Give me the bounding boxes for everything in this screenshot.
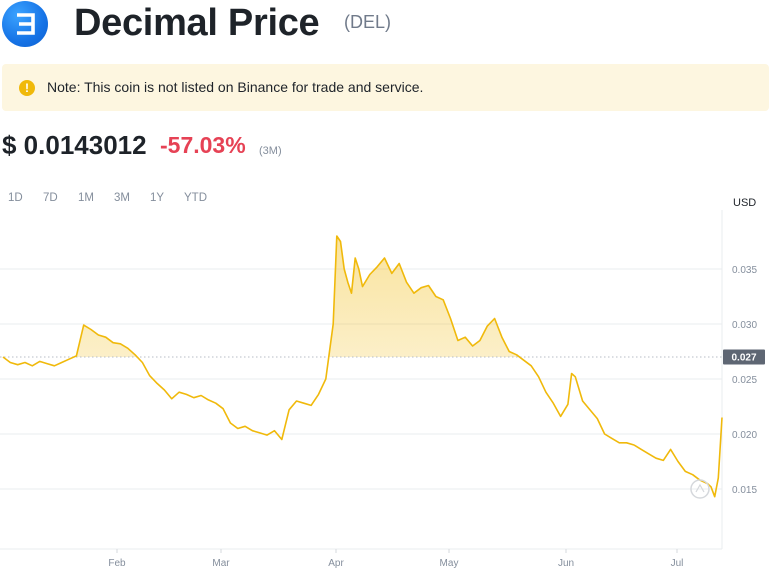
grid-lines: [0, 210, 723, 550]
range-ytd[interactable]: YTD: [184, 192, 207, 204]
current-price: $ 0.0143012: [2, 130, 147, 160]
x-tick-label: Feb: [108, 558, 126, 569]
price-change: -57.03%: [160, 132, 246, 158]
page-title: Decimal Price: [74, 2, 320, 44]
coin-symbol: (DEL): [344, 12, 392, 32]
range-3m[interactable]: 3M: [114, 192, 130, 204]
y-tick-label: 0.025: [732, 375, 757, 386]
current-price-marker-label: 0.027: [731, 353, 756, 364]
y-tick-label: 0.035: [732, 265, 757, 276]
range-7d[interactable]: 7D: [43, 192, 58, 204]
price-line: [2, 235, 723, 498]
currency-label: USD: [733, 197, 757, 209]
x-tick-label: May: [440, 558, 459, 569]
notice-text: Note: This coin is not listed on Binance…: [47, 79, 424, 95]
end-point-icon: [690, 479, 710, 499]
range-1y[interactable]: 1Y: [150, 192, 165, 204]
warning-icon: !: [19, 80, 35, 96]
decimal-glyph-icon: [17, 13, 35, 35]
price-chart[interactable]: 0.015 0.020 0.025 0.030 0.035 Feb Mar Apr May Ju…: [0, 210, 783, 575]
x-tick-label: Mar: [212, 558, 230, 569]
change-period: (3M): [259, 145, 282, 157]
notice-banner: ! Note: This coin is not listed on Binan…: [2, 64, 769, 111]
end-point-glyph: [695, 483, 705, 493]
x-axis: Feb Mar Apr May Jun Jul: [108, 549, 683, 569]
price-area: [3, 236, 722, 357]
y-tick-label: 0.030: [732, 320, 757, 331]
current-price-marker: 0.027: [723, 349, 765, 365]
x-tick-label: Jul: [671, 558, 684, 569]
y-axis: 0.015 0.020 0.025 0.030 0.035: [732, 265, 757, 496]
decimal-coin-logo: [2, 1, 48, 47]
range-1d[interactable]: 1D: [8, 192, 23, 204]
end-point-ring: [690, 479, 710, 499]
x-tick-label: Apr: [328, 558, 344, 569]
x-tick-label: Jun: [558, 558, 574, 569]
y-tick-label: 0.020: [732, 430, 757, 441]
range-1m[interactable]: 1M: [78, 192, 94, 204]
y-tick-label: 0.015: [732, 485, 757, 496]
